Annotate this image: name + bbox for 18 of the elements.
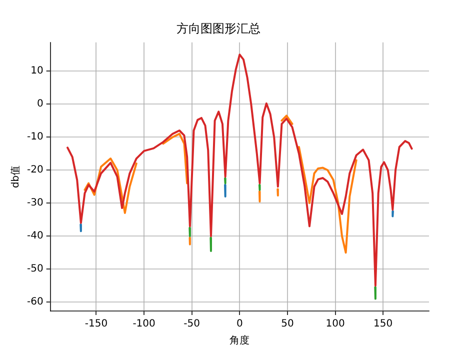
x-tick-label: -100 xyxy=(132,318,156,330)
y-axis-title: db值 xyxy=(10,165,22,188)
y-tick-label: -40 xyxy=(26,230,44,242)
y-tick-label: -10 xyxy=(26,132,44,143)
x-axis-title: 角度 xyxy=(230,334,250,347)
y-tick-label: -20 xyxy=(26,164,44,176)
y-tick-label: -60 xyxy=(26,296,44,308)
x-tick-label: 50 xyxy=(281,318,294,330)
y-tick-label: -30 xyxy=(26,198,44,209)
x-tick-label: 0 xyxy=(236,318,243,330)
y-tick-label: -50 xyxy=(26,264,44,275)
x-tick-label: 150 xyxy=(374,318,393,330)
x-tick-label: -50 xyxy=(184,318,200,330)
x-tick-label: 100 xyxy=(326,318,345,330)
y-tick-label: 0 xyxy=(36,98,44,110)
y-tick-label: 10 xyxy=(30,66,44,77)
chart-title: 方向图图形汇总 xyxy=(176,21,260,36)
x-tick-label: -150 xyxy=(84,318,108,330)
